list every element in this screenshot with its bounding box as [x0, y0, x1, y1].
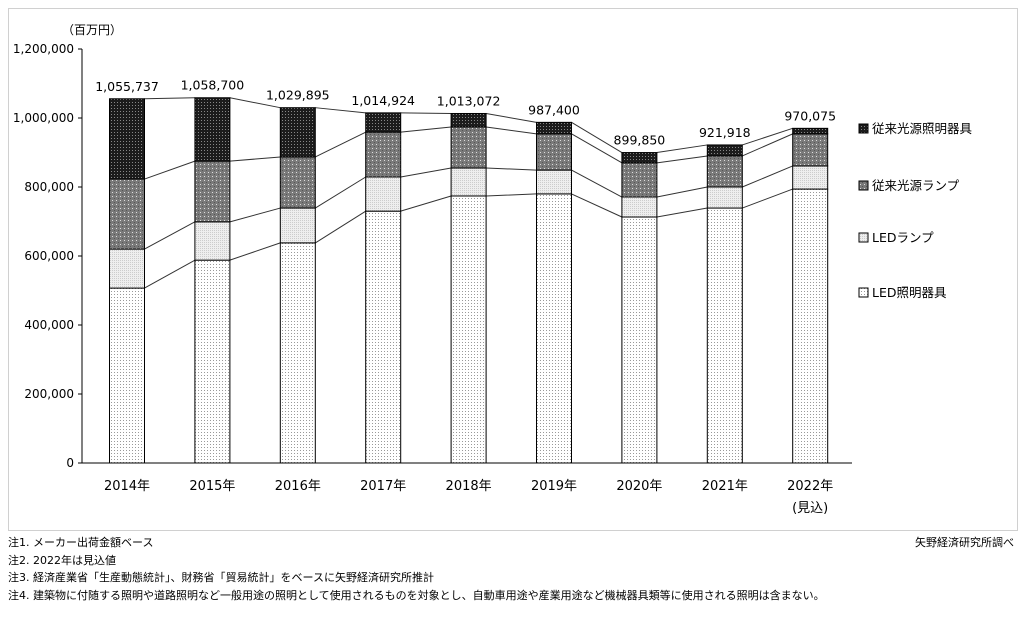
- series-connector-line: [144, 188, 793, 289]
- total-label: 987,400: [528, 102, 580, 117]
- bar-segment: [279, 242, 316, 464]
- legend-label: LED照明器具: [872, 285, 947, 300]
- total-label: 1,014,924: [351, 93, 415, 108]
- total-label: 921,918: [699, 125, 751, 140]
- total-label: 899,850: [614, 133, 666, 148]
- bar-segment: [194, 221, 231, 261]
- bar-segment: [450, 112, 487, 128]
- legend-swatch: [858, 287, 869, 298]
- bar-segment: [109, 287, 145, 464]
- x-tick-sublabel: (見込): [792, 501, 828, 516]
- bar-segment: [365, 131, 402, 178]
- bar-segment: [365, 112, 402, 133]
- y-tick-label: 1,200,000: [13, 42, 74, 56]
- total-label: 970,075: [784, 108, 836, 123]
- bar-segment: [279, 207, 316, 244]
- footnote: 注3. 経済産業省「生産動態統計」、財務省「貿易統計」をベースに矢野経済研究所推…: [8, 571, 434, 584]
- legend-swatch: [858, 232, 869, 243]
- bar-segment: [109, 178, 145, 250]
- bar-segment: [706, 207, 743, 464]
- series-connector-line: [144, 165, 793, 250]
- footnote: 注2. 2022年は見込値: [8, 553, 116, 567]
- bar-segment: [536, 169, 572, 195]
- y-tick-label: 1,000,000: [13, 111, 74, 125]
- total-label: 1,029,895: [266, 88, 330, 103]
- bar-segment: [792, 165, 829, 190]
- bar-segment: [450, 126, 487, 169]
- bar-segment: [621, 152, 658, 164]
- bar-segment: [194, 97, 231, 162]
- bar-segment: [536, 193, 572, 464]
- y-tick-label: 600,000: [24, 249, 74, 263]
- x-tick-label: 2021年: [702, 479, 748, 494]
- footnote: 注1. メーカー出荷金額ベース: [8, 536, 154, 549]
- legend-label: 従来光源照明器具: [872, 121, 973, 136]
- bar-segment: [279, 107, 316, 158]
- y-tick-label: 0: [66, 456, 74, 470]
- x-tick-label: 2016年: [275, 479, 321, 494]
- bar-segment: [365, 210, 402, 464]
- x-tick-label: 2015年: [189, 479, 235, 494]
- bar-segment: [536, 133, 572, 171]
- unit-label: （百万円）: [62, 23, 122, 37]
- series-connector-line: [144, 97, 793, 154]
- footnote: 注4. 建築物に付随する照明や道路照明など一般用途の照明として使用されるものを対…: [8, 588, 825, 602]
- total-label: 1,055,737: [95, 79, 159, 94]
- bar-segment: [365, 176, 402, 212]
- bar-segment: [109, 98, 145, 180]
- bar-segment: [194, 259, 231, 464]
- bar-segment: [706, 144, 743, 157]
- series-connector-line: [144, 126, 793, 180]
- total-label: 1,013,072: [437, 93, 501, 108]
- x-tick-label: 2014年: [104, 479, 150, 494]
- bar-segment: [621, 162, 658, 198]
- bar-segment: [792, 188, 829, 464]
- chart-frame: [8, 8, 1018, 531]
- bar-segment: [450, 167, 487, 197]
- bar-segment: [279, 156, 316, 209]
- bar-segment: [792, 127, 829, 135]
- legend-label: 従来光源ランプ: [872, 178, 960, 193]
- bar-segment: [536, 121, 572, 135]
- x-tick-label: 2020年: [616, 479, 662, 494]
- bar-segment: [621, 216, 658, 464]
- bar-segment: [194, 160, 231, 223]
- y-tick-label: 400,000: [24, 318, 74, 332]
- total-label: 1,058,700: [181, 78, 245, 93]
- x-tick-label: 2018年: [446, 479, 492, 494]
- x-tick-label: 2022年: [787, 479, 833, 494]
- bar-segment: [621, 196, 658, 218]
- x-tick-label: 2017年: [360, 479, 406, 494]
- legend-label: LEDランプ: [872, 230, 934, 245]
- y-tick-label: 800,000: [24, 180, 74, 194]
- stacked-bar-chart: （百万円） 0 200,000 400,000 600,000 800,000 1,000…: [13, 23, 973, 516]
- source-credit: 矢野経済研究所調べ: [915, 536, 1014, 549]
- y-tick-label: 200,000: [24, 387, 74, 401]
- bar-segment: [792, 133, 829, 167]
- legend-swatch: [858, 123, 869, 134]
- bar-segment: [450, 195, 487, 464]
- bar-segment: [706, 186, 743, 209]
- legend-swatch: [858, 180, 869, 191]
- x-tick-label: 2019年: [531, 479, 577, 494]
- bar-segment: [706, 155, 743, 188]
- bar-segment: [109, 248, 145, 289]
